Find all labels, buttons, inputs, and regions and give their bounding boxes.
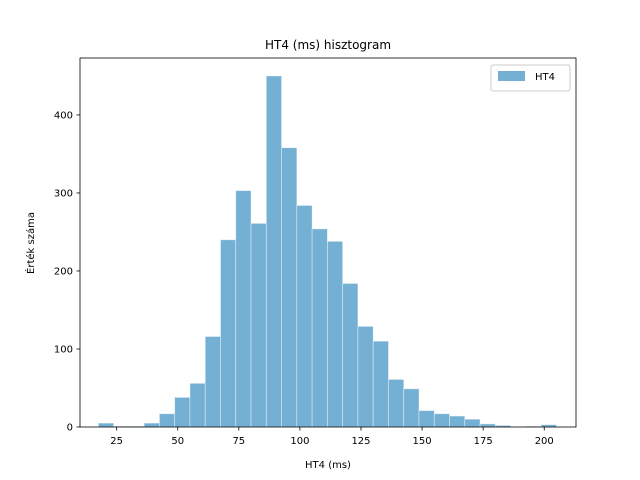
histogram-bar: [296, 205, 313, 428]
x-tick-label: 75: [232, 436, 245, 447]
histogram-bar: [311, 228, 328, 428]
legend-swatch: [498, 71, 525, 81]
x-tick-label: 100: [290, 436, 309, 447]
histogram-bar: [220, 239, 237, 428]
y-tick-label: 0: [67, 423, 73, 434]
x-axis: 25 50 75 100 125 150 175 200: [110, 427, 554, 447]
histogram-bar: [357, 325, 374, 428]
y-tick-label: 100: [54, 344, 73, 355]
y-axis: 0 100 200 300 400: [54, 110, 80, 434]
x-axis-title: HT4 (ms): [305, 460, 351, 471]
x-tick-label: 150: [413, 436, 432, 447]
histogram-bar: [204, 336, 221, 428]
histogram-bar: [265, 75, 282, 428]
histogram-bar: [235, 190, 252, 428]
y-tick-label: 200: [54, 266, 73, 277]
histogram-bar: [449, 415, 466, 428]
histogram-bar: [388, 379, 405, 428]
histogram-bar: [433, 413, 450, 428]
x-tick-label: 200: [535, 436, 554, 447]
legend: HT4: [490, 64, 571, 92]
histogram-bar: [418, 410, 435, 428]
histogram-bar: [250, 222, 267, 428]
histogram-bar: [97, 422, 114, 428]
histogram-bar: [281, 147, 298, 428]
legend-label: HT4: [535, 72, 555, 83]
histogram-bar: [403, 388, 420, 428]
y-axis-title: Érték száma: [24, 212, 37, 274]
x-tick-label: 175: [474, 436, 493, 447]
histogram-bar: [342, 283, 359, 428]
x-tick-label: 50: [171, 436, 184, 447]
x-tick-label: 125: [351, 436, 370, 447]
histogram-bar: [464, 418, 481, 428]
plot-frame: [79, 57, 577, 428]
histogram-bar: [174, 396, 191, 428]
histogram-bar: [159, 413, 176, 428]
x-tick-label: 25: [110, 436, 123, 447]
histogram-bar: [189, 382, 206, 428]
histogram-bar: [326, 240, 344, 428]
y-tick-label: 400: [54, 110, 73, 121]
histogram-bar: [143, 422, 160, 428]
histogram-bar: [372, 340, 389, 428]
bar-group: [97, 75, 557, 428]
histogram-bar: [479, 423, 496, 428]
chart-title: HT4 (ms) hisztogram: [265, 38, 391, 52]
y-tick-label: 300: [54, 188, 73, 199]
